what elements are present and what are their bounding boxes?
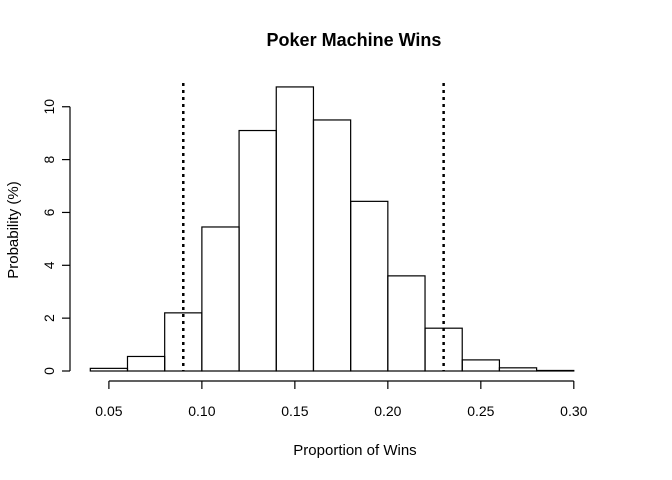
histogram-bar-11: [498, 367, 538, 372]
histogram-bar-7: [350, 200, 389, 372]
y-tick-label-3: 6: [41, 208, 57, 216]
x-tick-label-5: 0.30: [560, 403, 587, 419]
histogram-bar-5: [275, 86, 315, 372]
histogram-bar-3: [201, 226, 240, 372]
x-axis-label: Proportion of Wins: [293, 442, 416, 459]
x-tick-label-1: 0.10: [188, 403, 215, 419]
y-tick-label-4: 8: [41, 155, 57, 163]
y-tick-label-5: 10: [41, 99, 57, 115]
histogram-bar-6: [312, 119, 352, 372]
reference-lines: [182, 83, 445, 371]
histogram-bar-1: [126, 355, 166, 372]
x-tick-label-3: 0.20: [374, 403, 401, 419]
x-tick-label-4: 0.25: [467, 403, 494, 419]
histogram-bar-4: [238, 129, 277, 372]
histogram-bar-10: [461, 359, 501, 372]
y-axis-label: Probability (%): [5, 181, 22, 279]
histogram-bar-0: [89, 367, 129, 372]
chart-title: Poker Machine Wins: [267, 30, 442, 50]
x-tick-label-2: 0.15: [281, 403, 308, 419]
histogram-bar-12: [536, 369, 575, 372]
x-axis: 0.05 0.10 0.15 0.20 0.25 0.30: [95, 380, 588, 419]
y-axis: 0 2 4 6 8 10: [41, 99, 71, 375]
histogram-bar-8: [387, 275, 426, 372]
x-tick-label-0: 0.05: [95, 403, 122, 419]
y-tick-label-1: 2: [41, 314, 57, 322]
y-tick-label-0: 0: [41, 367, 57, 375]
y-tick-label-2: 4: [41, 261, 57, 269]
bars-group: [89, 86, 575, 372]
